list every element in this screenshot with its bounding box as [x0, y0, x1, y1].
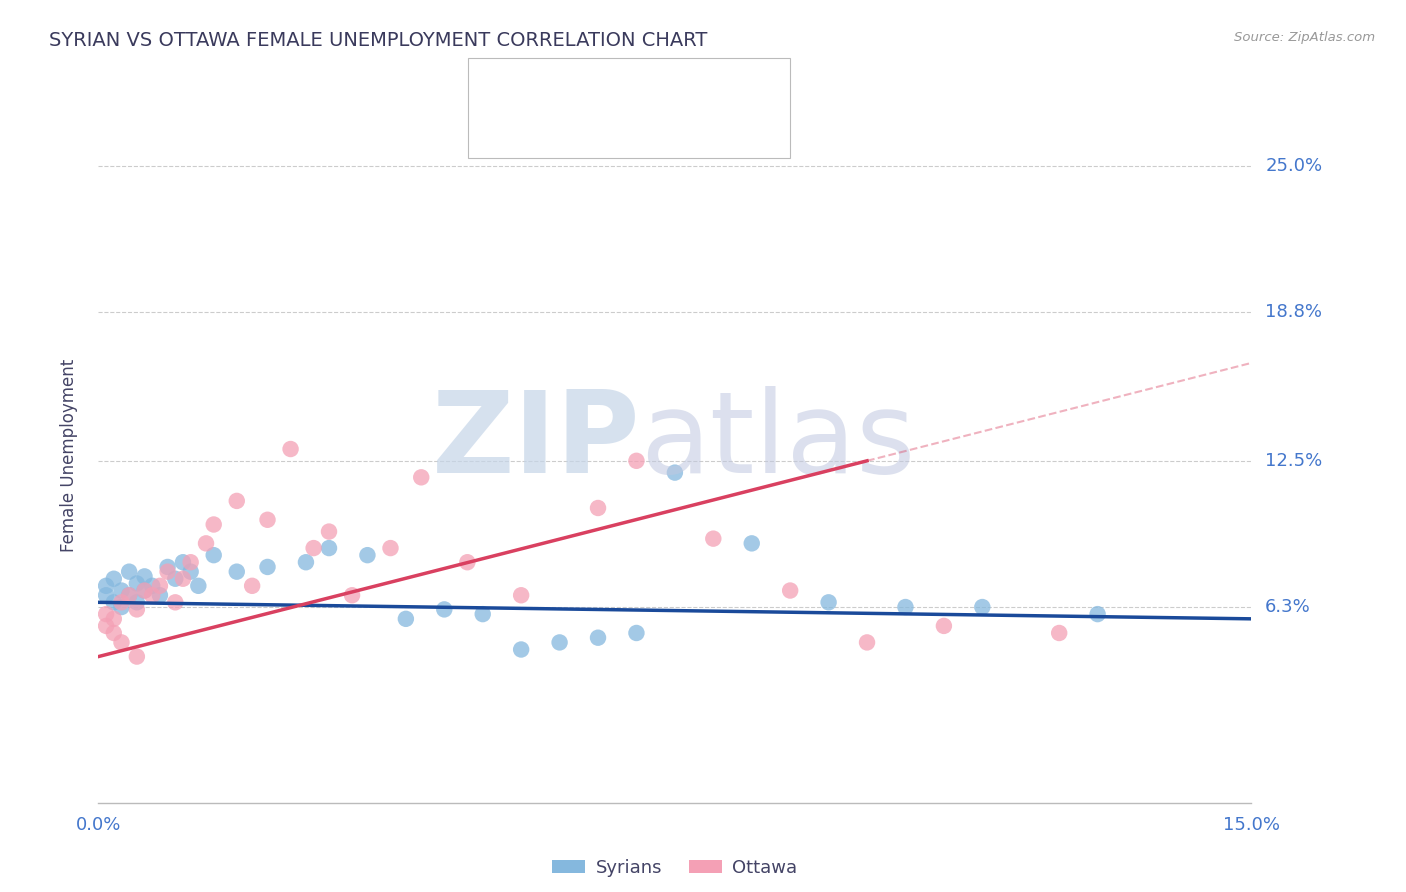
Text: R = -0.051   N = 38: R = -0.051 N = 38 — [533, 81, 704, 100]
Point — [856, 635, 879, 649]
Point — [702, 532, 724, 546]
Point — [103, 626, 125, 640]
Point — [156, 560, 179, 574]
Point — [94, 579, 117, 593]
Text: 18.8%: 18.8% — [1265, 303, 1322, 321]
Point — [586, 500, 609, 515]
Point — [141, 579, 163, 593]
Legend: Syrians, Ottawa: Syrians, Ottawa — [546, 852, 804, 884]
Point — [302, 541, 325, 555]
Text: 6.3%: 6.3% — [1265, 598, 1310, 616]
Point — [195, 536, 218, 550]
Point — [134, 569, 156, 583]
Point — [165, 595, 187, 609]
Point — [149, 588, 172, 602]
Point — [103, 612, 125, 626]
Point — [118, 588, 141, 602]
Point — [295, 555, 318, 569]
Point — [318, 524, 340, 539]
Text: ZIP: ZIP — [432, 385, 640, 497]
Point — [356, 548, 378, 562]
Point — [125, 595, 148, 609]
Point — [932, 619, 955, 633]
Point — [280, 442, 302, 456]
Point — [256, 513, 278, 527]
Point — [256, 560, 278, 574]
Point — [110, 635, 132, 649]
Point — [380, 541, 402, 555]
Point — [94, 619, 117, 633]
Point — [817, 595, 839, 609]
Point — [180, 565, 202, 579]
Text: atlas: atlas — [640, 385, 915, 497]
Point — [110, 583, 132, 598]
Point — [411, 470, 433, 484]
Point — [172, 572, 194, 586]
Point — [1047, 626, 1070, 640]
Point — [225, 565, 247, 579]
Point — [172, 555, 194, 569]
Point — [340, 588, 363, 602]
Point — [110, 600, 132, 615]
Point — [510, 588, 533, 602]
Point — [225, 494, 247, 508]
Point — [149, 579, 172, 593]
Point — [779, 583, 801, 598]
Point — [103, 572, 125, 586]
Point — [165, 572, 187, 586]
Point — [586, 631, 609, 645]
Point — [202, 548, 225, 562]
Point — [156, 565, 179, 579]
Point — [664, 466, 686, 480]
Point — [240, 579, 263, 593]
Point — [395, 612, 418, 626]
Point — [510, 642, 533, 657]
Point — [187, 579, 209, 593]
Point — [456, 555, 478, 569]
Point — [894, 600, 917, 615]
Point — [972, 600, 994, 615]
Point — [125, 649, 148, 664]
Point — [548, 635, 571, 649]
Point — [626, 626, 648, 640]
Point — [118, 588, 141, 602]
Point — [110, 595, 132, 609]
Point — [94, 607, 117, 621]
Point — [433, 602, 456, 616]
Point — [134, 583, 156, 598]
Point — [94, 588, 117, 602]
Point — [1087, 607, 1109, 621]
Point — [471, 607, 494, 621]
Point — [103, 595, 125, 609]
Point — [180, 555, 202, 569]
Point — [318, 541, 340, 555]
Point — [202, 517, 225, 532]
Point — [141, 588, 163, 602]
Text: R =  0.329   N = 36: R = 0.329 N = 36 — [533, 120, 703, 138]
Text: 12.5%: 12.5% — [1265, 452, 1323, 470]
Point — [125, 602, 148, 616]
Text: Source: ZipAtlas.com: Source: ZipAtlas.com — [1234, 31, 1375, 45]
Point — [626, 454, 648, 468]
Point — [741, 536, 763, 550]
Point — [125, 576, 148, 591]
Point — [118, 565, 141, 579]
Point — [134, 583, 156, 598]
Text: SYRIAN VS OTTAWA FEMALE UNEMPLOYMENT CORRELATION CHART: SYRIAN VS OTTAWA FEMALE UNEMPLOYMENT COR… — [49, 31, 707, 50]
Y-axis label: Female Unemployment: Female Unemployment — [59, 359, 77, 551]
Text: 25.0%: 25.0% — [1265, 157, 1323, 175]
